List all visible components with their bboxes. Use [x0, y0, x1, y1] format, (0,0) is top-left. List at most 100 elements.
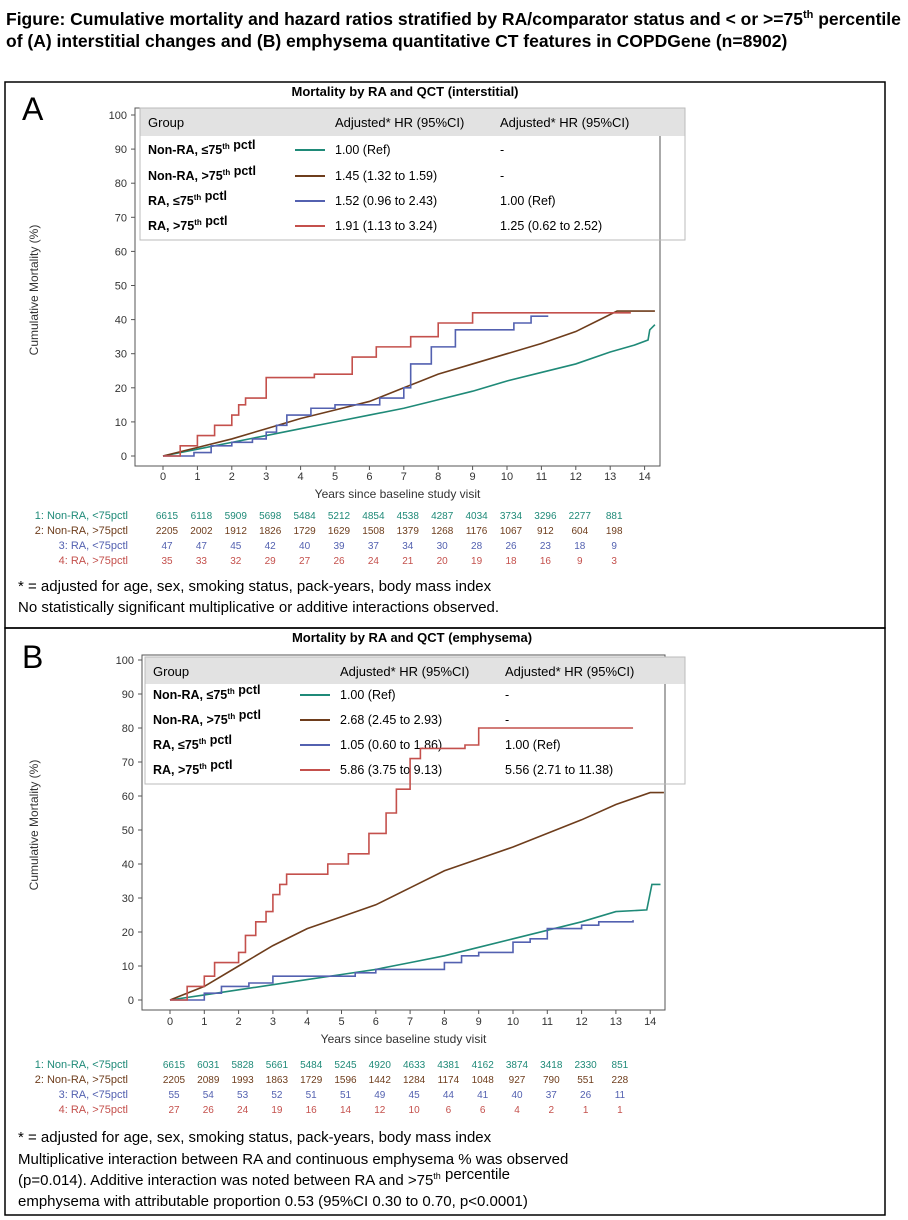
y-tick-label: 60 [115, 246, 127, 258]
at-risk-value: 228 [612, 1075, 629, 1086]
at-risk-value: 27 [168, 1105, 180, 1116]
x-tick-label: 7 [401, 471, 407, 483]
x-tick-label: 8 [441, 1016, 447, 1028]
panel-letter: A [22, 91, 44, 127]
at-risk-value: 5828 [231, 1060, 254, 1071]
at-risk-value: 39 [333, 541, 345, 552]
y-tick-label: 10 [115, 417, 127, 429]
at-risk-value: 2002 [190, 526, 213, 537]
at-risk-value: 34 [402, 541, 414, 552]
legend-table: Group Adjusted* HR (95%CI) Adjusted* HR (9… [139, 107, 686, 241]
at-risk-value: 26 [203, 1105, 215, 1116]
legend-header-bg [140, 108, 685, 136]
at-risk-value: 40 [299, 541, 311, 552]
at-risk-value: 24 [237, 1105, 249, 1116]
at-risk-value: 23 [540, 541, 552, 552]
at-risk-value: 3418 [540, 1060, 563, 1071]
legend-header: Adjusted* HR (95%CI) [340, 664, 469, 679]
at-risk-label: 3: RA, <75pctl [59, 1089, 128, 1101]
y-tick-label: 70 [115, 212, 127, 224]
at-risk-value: 10 [409, 1105, 421, 1116]
x-tick-label: 5 [332, 471, 338, 483]
legend-header: Group [148, 115, 184, 130]
at-risk-value: 3 [611, 556, 617, 567]
at-risk-value: 2089 [197, 1075, 220, 1086]
y-tick-label: 100 [109, 110, 127, 122]
at-risk-value: 9 [577, 556, 583, 567]
at-risk-value: 54 [203, 1090, 215, 1101]
at-risk-value: 551 [577, 1075, 594, 1086]
footnote: (p=0.014). Additive interaction was note… [18, 1166, 510, 1189]
legend-group-label: RA, ≤75th pctl [148, 189, 227, 208]
y-tick-label: 0 [128, 995, 134, 1007]
x-tick-label: 4 [298, 471, 304, 483]
legend-hr-value-ra: - [500, 169, 504, 183]
legend-hr-value: 1.00 (Ref) [340, 688, 396, 702]
legend-group-label: RA, >75th pctl [153, 758, 232, 777]
at-risk-value: 4287 [431, 511, 454, 522]
x-tick-label: 4 [304, 1016, 310, 1028]
at-risk-value: 1629 [328, 526, 351, 537]
figure-title: Figure: Cumulative mortality and hazard … [6, 8, 901, 51]
x-tick-label: 9 [470, 471, 476, 483]
legend-group-label: Non-RA, ≤75th pctl [148, 138, 256, 157]
legend-border [144, 656, 686, 785]
at-risk-value: 16 [540, 556, 552, 567]
legend-group-label: RA, >75th pctl [148, 214, 227, 233]
y-tick-label: 70 [122, 757, 134, 769]
x-tick-label: 10 [507, 1016, 519, 1028]
at-risk-value: 3296 [534, 511, 557, 522]
at-risk-value: 6031 [197, 1060, 220, 1071]
at-risk-value: 44 [443, 1090, 455, 1101]
x-tick-label: 1 [194, 471, 200, 483]
at-risk-value: 40 [511, 1090, 523, 1101]
at-risk-value: 5484 [293, 511, 316, 522]
at-risk-value: 6615 [163, 1060, 186, 1071]
at-risk-value: 3734 [500, 511, 523, 522]
y-tick-label: 10 [122, 961, 134, 973]
x-tick-label: 12 [575, 1016, 587, 1028]
at-risk-value: 5245 [334, 1060, 357, 1071]
at-risk-value: 9 [611, 541, 617, 552]
at-risk-value: 32 [230, 556, 242, 567]
plot-frame [141, 654, 666, 1011]
x-tick-label: 12 [570, 471, 582, 483]
survival-curve-1 [169, 883, 661, 1001]
at-risk-value: 1 [583, 1105, 589, 1116]
at-risk-value: 33 [196, 556, 208, 567]
at-risk-value: 1729 [300, 1075, 323, 1086]
survival-curve-4 [170, 727, 634, 1001]
legend-table: Group Adjusted* HR (95%CI) Adjusted* HR (9… [144, 656, 686, 785]
at-risk-label: 1: Non-RA, <75pctl [35, 1059, 128, 1071]
at-risk-value: 1067 [500, 526, 523, 537]
at-risk-value: 6 [480, 1105, 486, 1116]
at-risk-value: 53 [237, 1090, 249, 1101]
at-risk-value: 30 [437, 541, 449, 552]
at-risk-value: 19 [271, 1105, 283, 1116]
at-risk-value: 5484 [300, 1060, 323, 1071]
at-risk-value: 1912 [225, 526, 248, 537]
at-risk-value: 45 [409, 1090, 421, 1101]
x-tick-label: 6 [366, 471, 372, 483]
at-risk-value: 37 [546, 1090, 558, 1101]
footnote: Multiplicative interaction between RA an… [18, 1151, 568, 1168]
x-tick-label: 3 [263, 471, 269, 483]
footnote: * = adjusted for age, sex, smoking statu… [18, 1129, 492, 1146]
legend-hr-value-ra: 5.56 (2.71 to 11.38) [505, 763, 613, 777]
chart-title: Mortality by RA and QCT (interstitial) [291, 84, 518, 99]
legend-border [139, 107, 686, 241]
at-risk-value: 27 [299, 556, 311, 567]
at-risk-value: 1176 [466, 526, 488, 537]
at-risk-value: 18 [574, 541, 586, 552]
legend-header: Adjusted* HR (95%CI) [505, 664, 634, 679]
y-tick-label: 30 [115, 349, 127, 361]
at-risk-value: 4920 [369, 1060, 392, 1071]
y-axis-label: Cumulative Mortality (%) [27, 225, 41, 356]
at-risk-value: 16 [306, 1105, 318, 1116]
at-risk-value: 1174 [438, 1075, 460, 1086]
at-risk-value: 45 [230, 541, 242, 552]
x-tick-label: 11 [536, 471, 547, 483]
x-tick-label: 2 [236, 1016, 242, 1028]
at-risk-value: 28 [471, 541, 483, 552]
